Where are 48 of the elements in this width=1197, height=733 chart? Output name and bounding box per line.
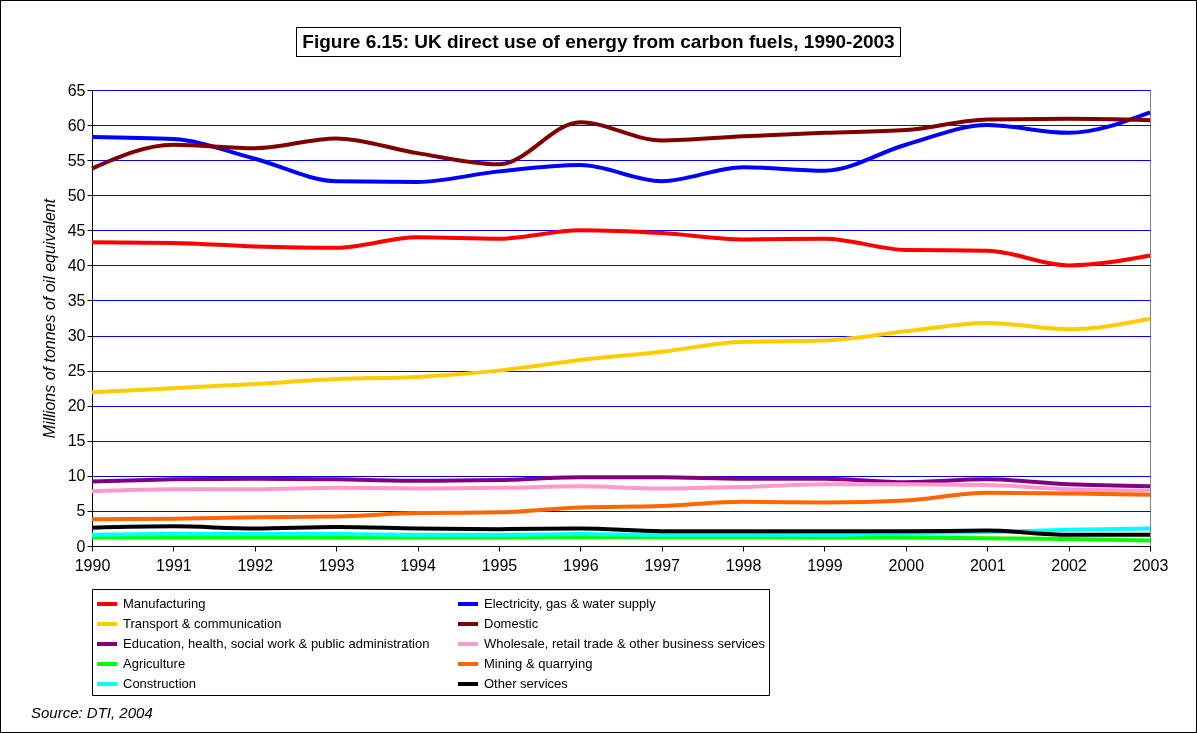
legend-label: Electricity, gas & water supply (484, 596, 657, 611)
y-tick-label: 35 (67, 291, 86, 309)
x-tick-label: 1997 (644, 556, 681, 574)
y-tick-label: 0 (76, 537, 86, 555)
y-tick-label: 5 (76, 502, 86, 520)
x-tick-label: 2000 (888, 556, 925, 574)
legend-label: Construction (123, 676, 196, 691)
y-tick-label: 65 (67, 81, 86, 99)
line-series (90, 116, 1152, 171)
y-tick-label: 20 (67, 397, 86, 415)
y-tick-label: 50 (67, 186, 86, 204)
x-tick-label: 2001 (969, 556, 1006, 574)
x-tick-label: 2002 (1051, 556, 1088, 574)
legend-label: Manufacturing (123, 596, 206, 611)
y-tick-label: 60 (67, 116, 86, 134)
y-tick-label: 30 (67, 327, 86, 345)
line-series (90, 110, 1152, 184)
line-series (90, 490, 1152, 522)
legend-label: Mining & quarrying (484, 656, 593, 671)
legend-label: Transport & communication (123, 616, 282, 631)
x-tick-label: 1996 (563, 556, 599, 574)
chart-title: Figure 6.15: UK direct use of energy from carbon fuels, 1990-2003 (296, 27, 901, 57)
x-tick-label: 1990 (74, 556, 111, 574)
x-tick-label: 1999 (807, 556, 843, 574)
x-tick-label: 1995 (481, 556, 518, 574)
y-tick-label: 55 (67, 151, 86, 169)
y-tick-label: 40 (67, 256, 86, 274)
y-tick-label: 25 (67, 362, 86, 380)
source-note: Source: DTI, 2004 (31, 704, 153, 721)
y-axis-title: Millions of tonnes of oil equivalent (40, 198, 58, 439)
x-tick-label: 1991 (156, 556, 192, 574)
y-tick-label: 45 (67, 221, 86, 239)
y-tick-label: 10 (67, 467, 86, 485)
line-series (90, 316, 1152, 395)
line-series (90, 475, 1152, 489)
line-series (90, 228, 1152, 268)
legend-label: Education, health, social work & public administration (123, 636, 430, 651)
x-tick-label: 1998 (725, 556, 762, 574)
x-tick-label: 2003 (1132, 556, 1169, 574)
legend-label: Wholesale, retail trade & other business services (484, 636, 766, 651)
legend-label: Domestic (484, 616, 539, 631)
x-tick-label: 1993 (318, 556, 355, 574)
x-tick-label: 1994 (400, 556, 436, 574)
x-tick-label: 1992 (237, 556, 274, 574)
legend-label: Other services (484, 676, 569, 691)
y-tick-label: 15 (67, 432, 86, 450)
legend-label: Agriculture (123, 656, 186, 671)
line-series (90, 482, 1152, 494)
